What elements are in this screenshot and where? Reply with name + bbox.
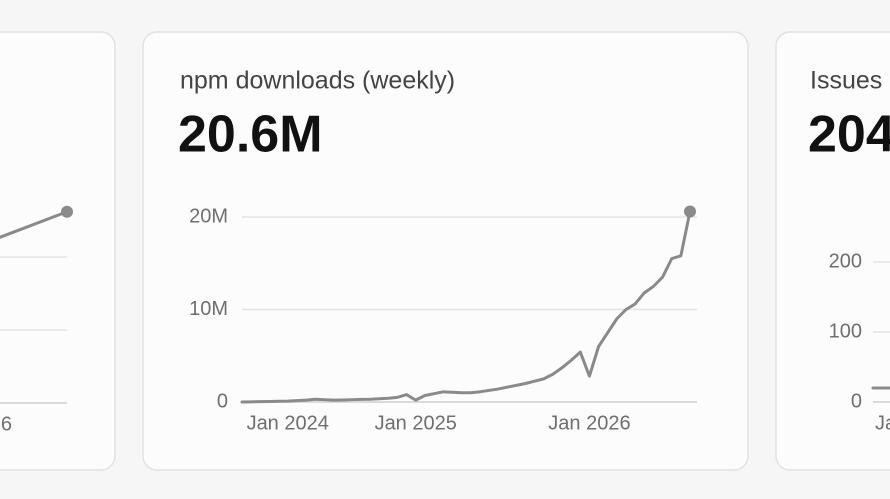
y-tick-label: 200 [829, 250, 862, 272]
x-tick-label: Jan 2024 [247, 412, 329, 434]
card [0, 31, 116, 471]
end-dot [684, 205, 696, 218]
card-title: Issues [810, 67, 882, 95]
y-tick-label: 0 [851, 390, 862, 412]
y-tick-label: 100 [829, 320, 862, 342]
x-tick-label: 6 [1, 413, 12, 435]
y-tick-label: 20M [189, 205, 228, 227]
y-tick-label: 10M [189, 298, 228, 320]
x-tick-label: Jan 2026 [548, 412, 630, 434]
card-value: 204 [808, 106, 890, 164]
x-tick-label: Ja [875, 412, 890, 434]
data-line [0, 210, 69, 239]
y-tick-label: 0 [217, 390, 228, 412]
card [142, 31, 749, 471]
card-value: 20.6M [178, 106, 323, 164]
x-tick-label: Jan 2025 [375, 412, 457, 434]
data-line [240, 209, 692, 404]
card-title: npm downloads (weekly) [180, 67, 455, 95]
card [775, 31, 890, 471]
end-dot [61, 205, 73, 218]
